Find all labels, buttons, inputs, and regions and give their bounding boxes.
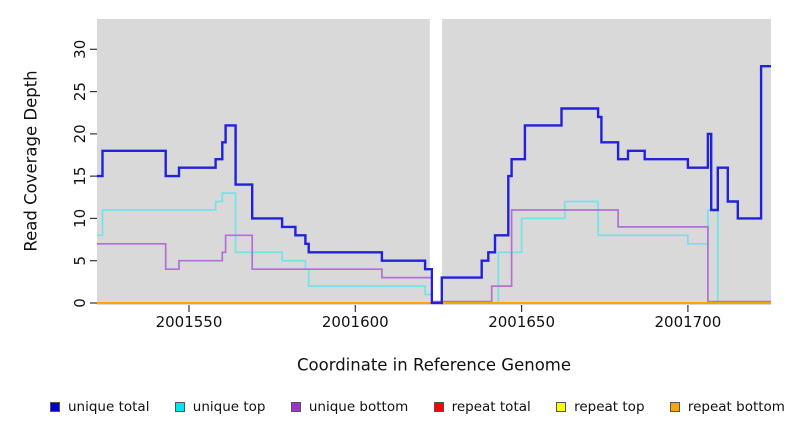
y-tick-label: 20 [71,124,89,143]
y-tick-label: 10 [71,209,89,228]
legend-label-unique-top: unique top [192,399,266,415]
x-axis-title: Coordinate in Reference Genome [296,355,572,375]
legend-label-unique-bottom: unique bottom [308,399,409,415]
legend-item-repeat-total: repeat total [433,399,531,415]
legend-swatch-repeat-bottom [669,402,680,412]
y-axis-title: Read Coverage Depth [21,70,41,252]
coverage-gap-band [429,19,443,305]
legend-item-repeat-bottom: repeat bottom [669,399,785,415]
legend-label-repeat-bottom: repeat bottom [687,399,785,415]
legend-item-unique-total: unique total [50,399,149,415]
x-tick-label: 2001550 [156,313,223,331]
legend-item-unique-bottom: unique bottom [290,399,409,415]
y-tick-label: 5 [71,256,89,266]
y-tick-label: 0 [71,298,89,308]
series-line-unique-bottom [97,209,771,303]
y-tick-label: 15 [71,167,89,186]
legend: unique total unique top unique bottom repea… [50,397,785,417]
legend-swatch-repeat-total [433,402,444,412]
series-line-unique-total [97,65,771,305]
legend-label-repeat-total: repeat total [451,399,531,415]
legend-item-unique-top: unique top [174,399,266,415]
series-line-unique-top [97,192,771,304]
legend-swatch-unique-top [174,402,185,412]
y-tick-label: 25 [71,82,89,101]
legend-label-unique-total: unique total [68,399,150,415]
legend-swatch-repeat-top [556,402,567,412]
x-tick-label: 2001650 [488,313,555,331]
y-tick-label: 30 [71,40,89,59]
x-tick-label: 2001700 [654,313,721,331]
legend-label-repeat-top: repeat top [574,399,645,415]
legend-swatch-unique-bottom [290,402,301,412]
legend-swatch-unique-total [50,402,60,412]
legend-item-repeat-top: repeat top [556,399,645,415]
x-tick-label: 2001600 [322,313,389,331]
